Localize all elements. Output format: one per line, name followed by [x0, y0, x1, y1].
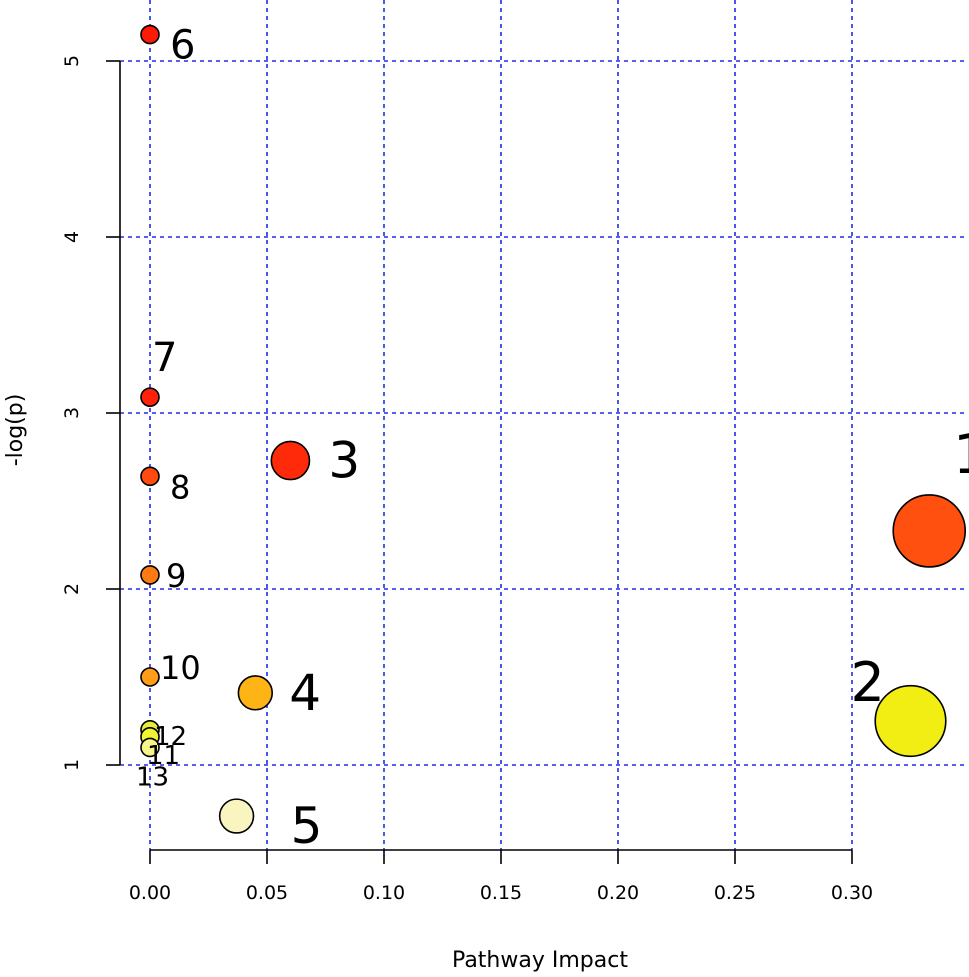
y-tick-label-2: 3	[61, 407, 83, 419]
pathway-label-7: 7	[152, 335, 177, 381]
y-tick-label-3: 4	[61, 231, 83, 243]
pathway-point-3	[270, 440, 311, 481]
pathway-point-13	[140, 737, 160, 758]
pathway-label-3: 3	[328, 432, 360, 490]
pathway-label-2: 2	[851, 651, 885, 714]
pathway-point-9	[140, 565, 160, 585]
pathway-label-11: 11	[147, 741, 180, 771]
x-tick-label-0: 0.00	[129, 882, 171, 904]
pathway-label-6: 6	[170, 23, 195, 69]
point-labels: 12345678910111213	[136, 23, 969, 855]
pathway-label-9: 9	[166, 557, 186, 595]
pathway-label-4: 4	[289, 664, 321, 722]
y-tick-label-0: 1	[61, 759, 83, 771]
pathway-point-2	[874, 684, 947, 758]
x-tick-label-5: 0.25	[714, 882, 756, 904]
x-tick-label-1: 0.05	[246, 882, 288, 904]
y-tick-label-1: 2	[61, 583, 83, 595]
data-points	[140, 24, 967, 834]
pathway-point-4	[237, 675, 274, 711]
x-tick-label-3: 0.15	[480, 882, 522, 904]
x-tick-label-6: 0.30	[831, 882, 873, 904]
x-axis-title: Pathway Impact	[452, 948, 628, 973]
grid	[120, 0, 965, 850]
pathway-label-1: 1	[953, 423, 969, 486]
pathway-label-5: 5	[291, 797, 323, 855]
pathway-point-7	[140, 387, 160, 407]
pathway-label-13: 13	[136, 762, 169, 792]
pathway-point-1	[892, 494, 967, 568]
x-tick-label-4: 0.20	[597, 882, 639, 904]
y-axis-title: -log(p)	[3, 394, 28, 467]
pathway-label-8: 8	[170, 468, 190, 506]
pathway-label-12: 12	[154, 722, 187, 752]
y-tick-label-4: 5	[61, 55, 83, 67]
x-tick-label-2: 0.10	[363, 882, 405, 904]
pathway-point-8	[140, 466, 160, 487]
pathway-label-10: 10	[160, 649, 201, 687]
pathway-point-6	[140, 24, 160, 45]
pathway-point-10	[140, 667, 160, 687]
pathway-point-5	[218, 798, 255, 834]
axes	[106, 60, 853, 864]
